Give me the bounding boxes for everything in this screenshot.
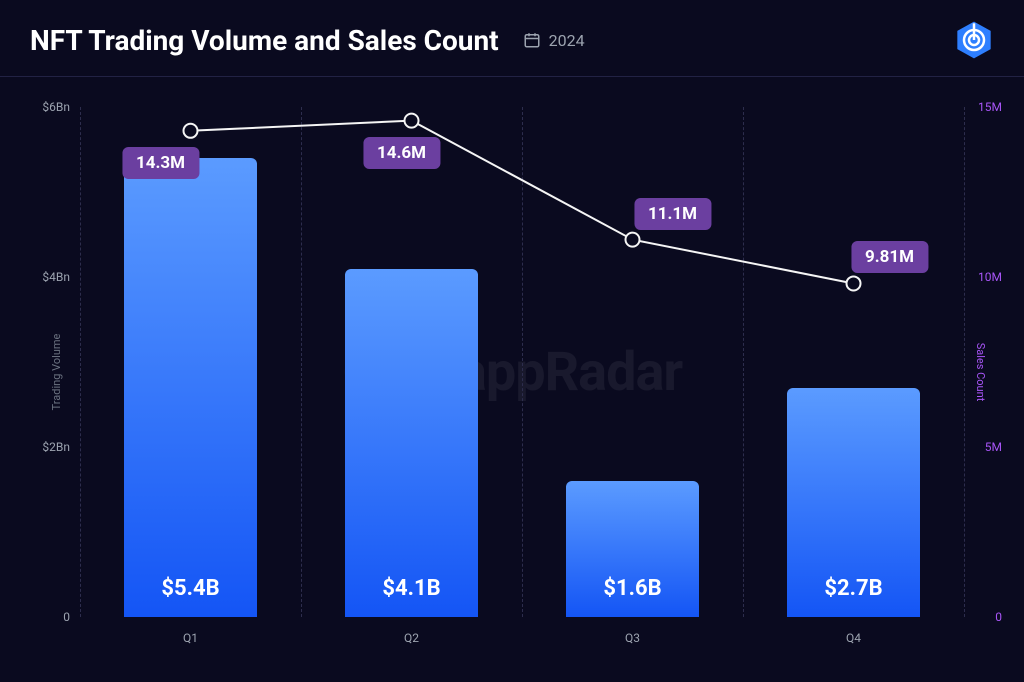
- line-data-badge: 11.1M: [634, 198, 711, 230]
- grid-line-vertical: [80, 107, 81, 617]
- line-data-badge: 14.6M: [363, 137, 440, 169]
- y-right-tick: 5M: [985, 440, 1002, 454]
- year-badge: 2024: [523, 31, 585, 50]
- combo-chart: DappRadar Trading Volume Sales Count 0$2…: [0, 77, 1024, 667]
- line-data-badge: 14.3M: [122, 147, 199, 179]
- year-text: 2024: [549, 31, 585, 50]
- x-tick: Q1: [183, 631, 198, 645]
- bar: $4.1B: [345, 269, 478, 618]
- y-right-tick: 10M: [978, 270, 1002, 284]
- y-right-tick: 15M: [978, 100, 1002, 114]
- bar-value-label: $2.7B: [787, 576, 920, 601]
- y-left-tick: $4Bn: [30, 270, 70, 284]
- grid-line-vertical: [301, 107, 302, 617]
- y-left-tick: 0: [30, 610, 70, 624]
- bar: $5.4B: [124, 158, 257, 617]
- bar: $2.7B: [787, 388, 920, 618]
- x-tick: Q2: [404, 631, 419, 645]
- y-left-tick: $6Bn: [30, 100, 70, 114]
- chart-header: NFT Trading Volume and Sales Count 2024: [0, 0, 1024, 77]
- line-marker: [184, 124, 198, 138]
- line-marker: [847, 276, 861, 290]
- calendar-icon: [523, 31, 541, 49]
- line-data-badge: 9.81M: [851, 241, 928, 273]
- y-right-axis-label: Sales Count: [974, 343, 987, 402]
- grid-line-vertical: [743, 107, 744, 617]
- bar-value-label: $5.4B: [124, 576, 257, 601]
- y-left-axis-label: Trading Volume: [50, 334, 63, 411]
- grid-line-vertical: [964, 107, 965, 617]
- x-tick: Q3: [625, 631, 640, 645]
- y-right-tick: 0: [995, 610, 1002, 624]
- bar: $1.6B: [566, 481, 699, 617]
- x-tick: Q4: [846, 631, 861, 645]
- line-marker: [626, 233, 640, 247]
- grid-line-vertical: [522, 107, 523, 617]
- dappradar-logo-icon: [954, 20, 994, 60]
- chart-title: NFT Trading Volume and Sales Count: [30, 24, 499, 57]
- bar-value-label: $4.1B: [345, 576, 478, 601]
- header-left: NFT Trading Volume and Sales Count 2024: [30, 24, 585, 57]
- bar-value-label: $1.6B: [566, 576, 699, 601]
- line-marker: [405, 114, 419, 128]
- y-left-tick: $2Bn: [30, 440, 70, 454]
